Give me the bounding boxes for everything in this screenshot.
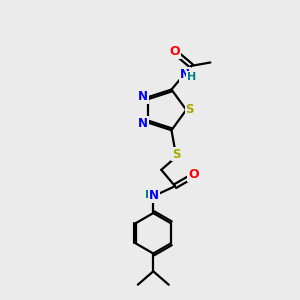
Text: N: N [138, 90, 148, 103]
Text: N: N [180, 68, 190, 81]
Text: S: S [186, 103, 194, 116]
Text: H: H [145, 190, 154, 200]
Text: S: S [172, 148, 181, 160]
Text: H: H [187, 72, 196, 82]
Text: N: N [148, 189, 159, 202]
Text: O: O [188, 168, 199, 181]
Text: N: N [138, 117, 148, 130]
Text: O: O [170, 45, 180, 58]
